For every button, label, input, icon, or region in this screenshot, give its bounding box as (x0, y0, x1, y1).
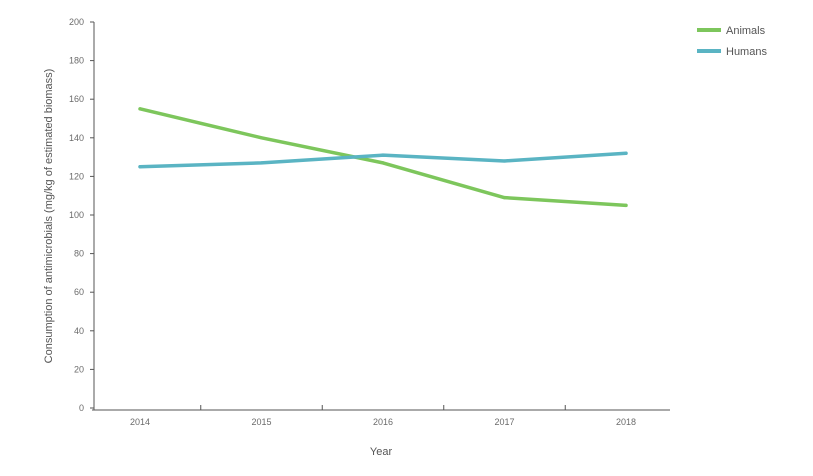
data-point-humans (381, 153, 385, 157)
data-point-animals (259, 136, 264, 140)
y-tick-label: 140 (69, 133, 84, 143)
y-tick-label: 80 (74, 249, 84, 259)
x-axis-ticks: 2014 2015 2016 2017 2018 (130, 405, 636, 427)
x-tick-label: 2014 (130, 417, 150, 427)
legend-label-animals: Animals (726, 25, 766, 37)
y-tick-label: 180 (69, 56, 84, 66)
y-tick-label: 0 (79, 403, 84, 413)
data-point-humans (138, 165, 142, 169)
y-tick-label: 60 (74, 287, 84, 297)
series-layer (138, 107, 628, 208)
data-point-humans (624, 151, 628, 155)
x-tick-label: 2018 (616, 417, 636, 427)
y-tick-label: 20 (74, 364, 84, 374)
data-point-animals (381, 161, 385, 165)
legend: Animals Humans (697, 25, 767, 58)
y-tick-label: 200 (69, 17, 84, 27)
y-axis-title: Consumption of antimicrobials (mg/kg of … (43, 69, 55, 364)
y-tick-label: 120 (69, 171, 84, 181)
x-tick-label: 2016 (373, 417, 393, 427)
y-tick-label: 160 (69, 94, 84, 104)
x-tick-label: 2015 (251, 417, 271, 427)
data-point-humans (259, 161, 264, 165)
y-axis-ticks: 0 20 40 60 80 100 120 140 160 180 200 (69, 17, 94, 413)
data-point-animals (502, 196, 507, 200)
legend-label-humans: Humans (726, 46, 767, 58)
x-tick-label: 2017 (494, 417, 514, 427)
x-axis-title: Year (370, 446, 393, 458)
y-tick-label: 100 (69, 210, 84, 220)
data-point-animals (138, 107, 142, 111)
data-point-humans (502, 159, 507, 163)
y-tick-label: 40 (74, 326, 84, 336)
data-point-animals (624, 203, 628, 207)
